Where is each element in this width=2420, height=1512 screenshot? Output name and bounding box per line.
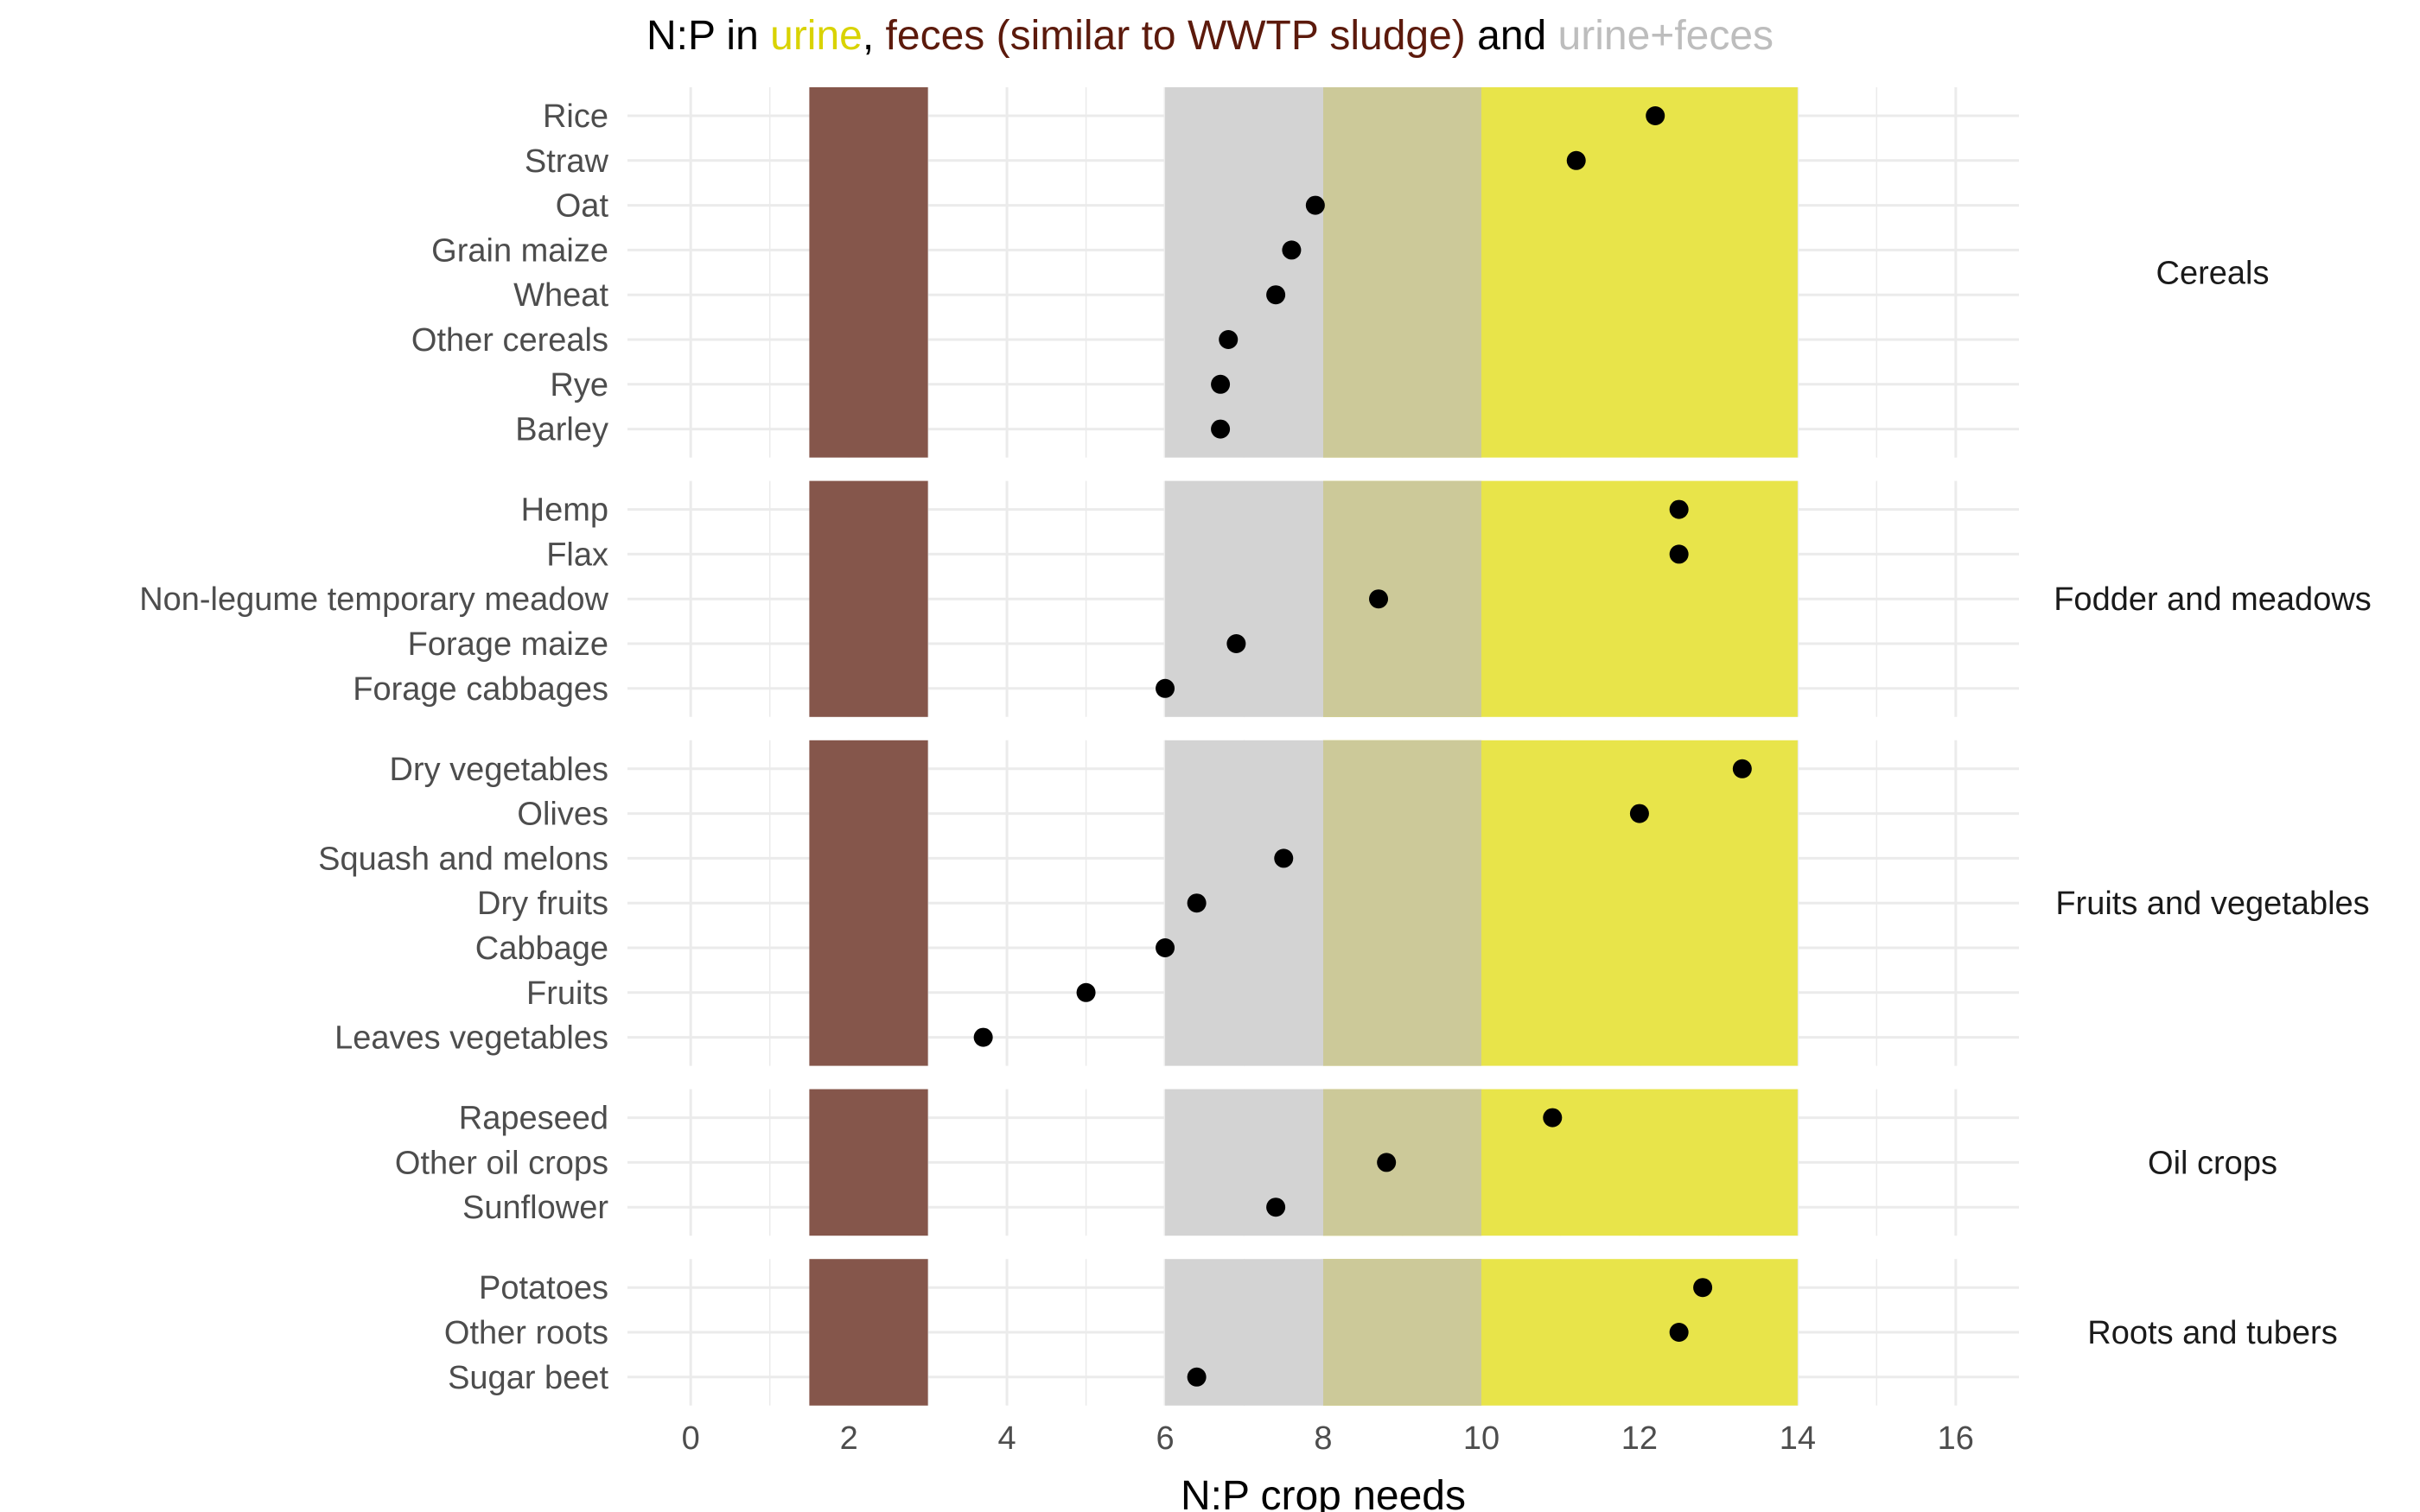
row-label-sugar-beet: Sugar beet (448, 1360, 608, 1396)
point-squash-and-melons (1274, 848, 1294, 868)
title-feces: feces (similar to WWTP sludge) (885, 13, 1466, 59)
point-wheat (1266, 285, 1286, 305)
row-label-rye: Rye (550, 367, 608, 403)
row-label-dry-vegetables: Dry vegetables (390, 752, 608, 788)
x-tick-0: 0 (682, 1420, 700, 1457)
point-oat (1305, 195, 1325, 215)
point-flax (1669, 544, 1689, 564)
band-feces (809, 740, 928, 1066)
group-label-fruits-and-vegetables: Fruits and vegetables (2055, 886, 2369, 922)
data-points (973, 106, 1752, 1387)
x-axis-title: N:P crop needs (1181, 1473, 1466, 1512)
point-rapeseed (1543, 1108, 1563, 1128)
row-label-hemp: Hemp (521, 492, 608, 529)
x-tick-6: 6 (1156, 1420, 1174, 1457)
row-label-rice: Rice (543, 98, 608, 135)
point-other-oil-crops (1377, 1153, 1397, 1172)
title-separator: , (862, 13, 886, 59)
band-overlap (1323, 480, 1481, 717)
point-forage-cabbages (1156, 678, 1175, 698)
row-label-cabbage: Cabbage (475, 931, 608, 967)
row-label-olives: Olives (517, 797, 608, 833)
point-potatoes (1693, 1278, 1713, 1298)
row-label-other-oil-crops: Other oil crops (395, 1145, 608, 1181)
group-label-fodder-and-meadows: Fodder and meadows (2054, 581, 2372, 618)
band-overlap (1323, 740, 1481, 1066)
group-label-roots-and-tubers: Roots and tubers (2087, 1315, 2337, 1351)
point-other-roots (1669, 1323, 1689, 1342)
x-tick-2: 2 (840, 1420, 858, 1457)
point-cabbage (1156, 938, 1175, 957)
row-label-rapeseed: Rapeseed (459, 1101, 608, 1137)
point-olives (1629, 804, 1649, 823)
point-rice (1646, 106, 1665, 125)
row-label-forage-cabbages: Forage cabbages (353, 671, 608, 708)
title-mix: urine+feces (1557, 13, 1774, 59)
point-hemp (1669, 499, 1689, 519)
x-tick-16: 16 (1938, 1420, 1974, 1457)
point-straw (1566, 150, 1586, 170)
x-tick-10: 10 (1463, 1420, 1500, 1457)
title-prefix: N:P in (646, 13, 771, 59)
point-fruits (1076, 982, 1096, 1002)
group-label-cereals: Cereals (2156, 255, 2270, 291)
point-non-legume-temporary-meadow (1369, 589, 1389, 609)
band-feces (809, 1259, 928, 1406)
row-label-other-cereals: Other cereals (411, 322, 608, 359)
point-other-cereals (1219, 330, 1239, 349)
row-label-straw: Straw (525, 143, 609, 180)
row-label-grain-maize: Grain maize (431, 232, 608, 269)
point-sugar-beet (1187, 1367, 1207, 1387)
x-tick-14: 14 (1780, 1420, 1816, 1457)
row-label-barley: Barley (515, 412, 608, 448)
chart-title: N:P in urine, feces (similar to WWTP slu… (0, 12, 2420, 60)
x-tick-4: 4 (998, 1420, 1016, 1457)
row-label-non-legume-temporary-meadow: Non-legume temporary meadow (139, 581, 608, 618)
x-tick-labels: 0 2 4 6 8 10 12 14 16 (682, 1420, 1974, 1457)
point-forage-maize (1226, 634, 1246, 653)
row-labels: Rice Straw Oat Grain maize Wheat Other cereal… (139, 98, 608, 1396)
row-label-potatoes: Potatoes (479, 1270, 608, 1306)
row-label-fruits: Fruits (526, 975, 608, 1012)
row-label-sunflower: Sunflower (462, 1190, 608, 1226)
row-label-oat: Oat (556, 188, 609, 225)
band-feces (809, 87, 928, 458)
point-rye (1211, 374, 1231, 394)
x-tick-8: 8 (1314, 1420, 1332, 1457)
group-label-oil-crops: Oil crops (2148, 1145, 2277, 1181)
band-feces (809, 480, 928, 717)
group-labels: Cereals Fodder and meadows Fruits and vege… (2054, 255, 2372, 1351)
title-urine: urine (770, 13, 863, 59)
band-overlap (1323, 1259, 1481, 1406)
point-barley (1211, 419, 1231, 439)
band-feces (809, 1089, 928, 1236)
x-tick-12: 12 (1621, 1420, 1658, 1457)
row-label-leaves-vegetables: Leaves vegetables (334, 1020, 608, 1057)
point-sunflower (1266, 1198, 1286, 1217)
row-label-dry-fruits: Dry fruits (477, 886, 608, 922)
row-label-other-roots: Other roots (444, 1315, 608, 1351)
row-label-squash-and-melons: Squash and melons (318, 841, 608, 877)
band-overlap (1323, 87, 1481, 458)
point-grain-maize (1282, 240, 1302, 260)
row-label-wheat: Wheat (513, 277, 608, 314)
band-overlap (1323, 1089, 1481, 1236)
point-leaves-vegetables (973, 1027, 993, 1047)
point-dry-fruits (1187, 893, 1207, 913)
title-and: and (1465, 13, 1558, 59)
row-label-forage-maize: Forage maize (408, 626, 608, 663)
row-label-flax: Flax (546, 537, 608, 573)
point-dry-vegetables (1732, 759, 1752, 778)
